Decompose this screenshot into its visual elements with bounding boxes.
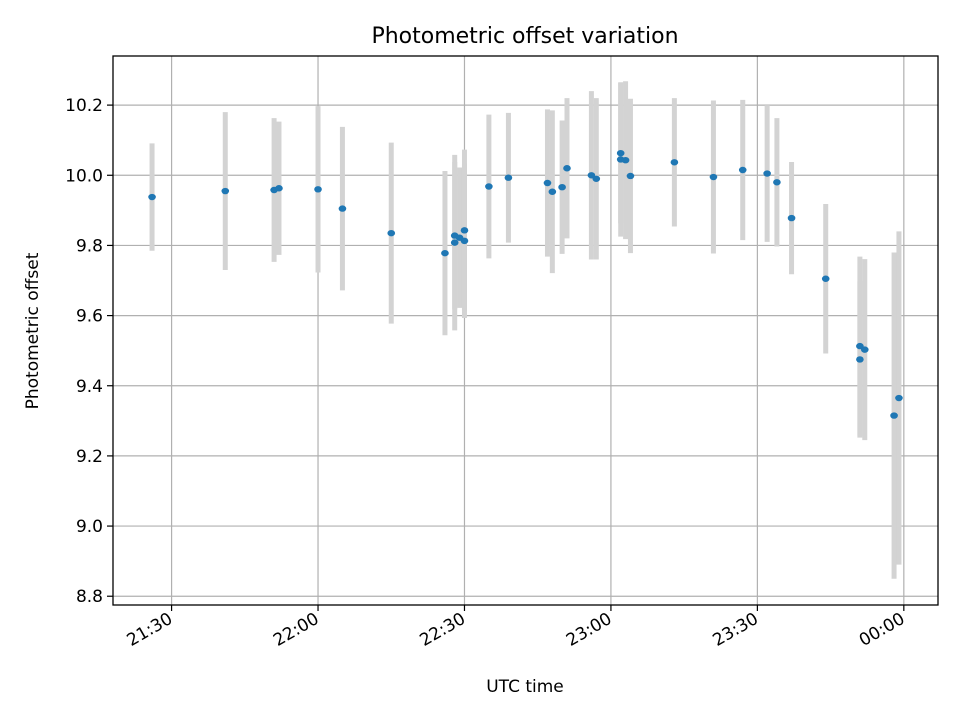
y-tick-label: 9.8 [76,236,103,256]
data-point [592,176,600,182]
photometric-offset-chart: Photometric offset variation 21:30 22:00 2… [0,0,960,720]
data-point [451,239,459,245]
data-point [148,194,156,200]
data-point [461,238,469,244]
plot-frame [113,56,938,605]
y-tick-label: 9.6 [76,307,103,327]
x-tick-label: 23:00 [563,609,615,651]
y-tick-label: 10.2 [65,96,103,116]
y-axis-label: Photometric offset [23,252,43,409]
y-tick-label: 8.8 [76,587,103,607]
data-point [890,412,898,418]
data-point [788,215,796,221]
data-point [773,179,781,185]
data-point [314,186,322,192]
y-tick-label: 9.2 [76,447,103,467]
data-point [544,180,552,186]
x-tick-label: 22:00 [270,609,322,651]
data-point [563,165,571,171]
error-bars [152,81,899,578]
data-point [822,276,830,282]
x-axis-label: UTC time [486,677,564,697]
data-point [622,157,630,163]
data-point [710,174,718,180]
y-axis-ticks: 8.8 9.0 9.2 9.4 9.6 9.8 10.0 10.2 [65,96,113,607]
y-tick-label: 9.0 [76,517,103,537]
data-point [861,346,869,352]
data-point [739,167,747,173]
x-tick-label: 00:00 [856,609,908,651]
x-tick-label: 22:30 [417,609,469,651]
data-point [461,227,469,233]
x-axis-ticks: 21:30 22:00 22:30 23:00 23:30 00:00 [124,605,909,651]
y-tick-label: 9.4 [76,377,103,397]
chart-title: Photometric offset variation [371,24,678,49]
data-point [671,159,679,165]
y-tick-label: 10.0 [65,166,103,186]
data-point [441,250,449,256]
data-point [627,173,635,179]
data-point [387,230,395,236]
data-point [275,185,283,191]
grid-lines [113,56,938,605]
data-point [895,395,903,401]
data-point [485,183,493,189]
data-point [505,175,513,181]
data-point [221,188,229,194]
x-tick-label: 23:30 [709,609,761,651]
x-tick-label: 21:30 [124,609,176,651]
data-point [763,170,771,176]
data-point [549,189,557,195]
data-point [558,184,566,190]
data-point [339,205,347,211]
data-point [617,150,625,156]
data-point [856,356,864,362]
